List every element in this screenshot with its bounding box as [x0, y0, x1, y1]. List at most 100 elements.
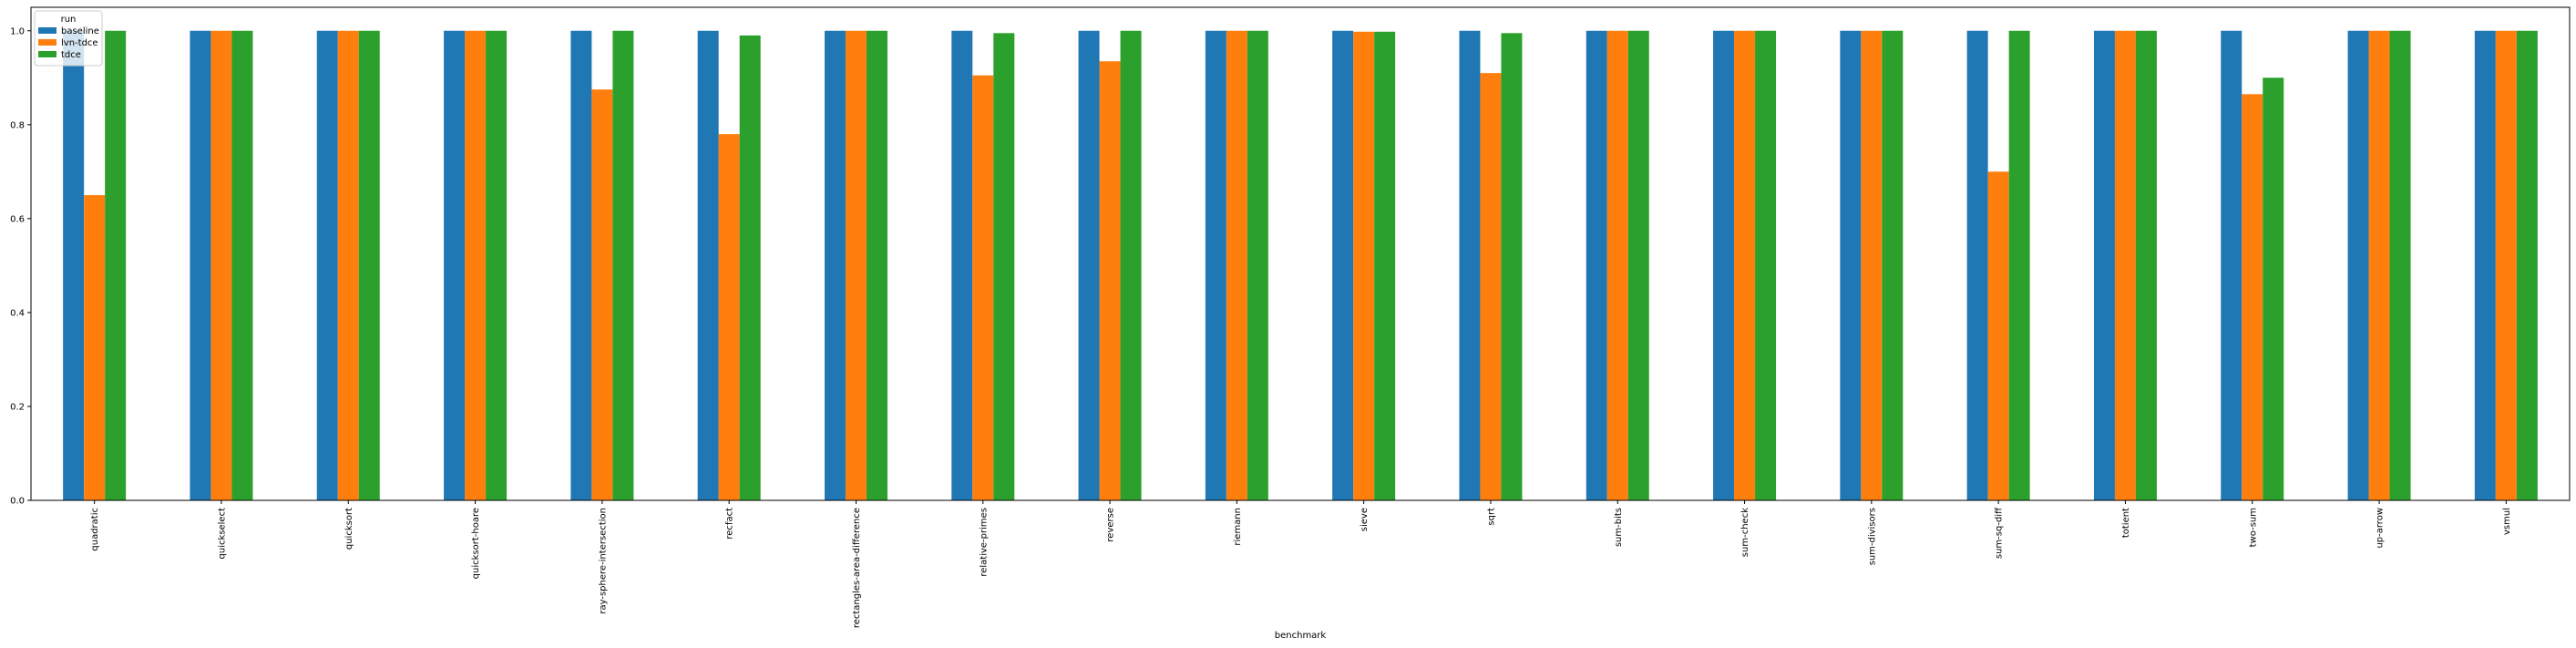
- x-tick-label: sieve: [1360, 508, 1370, 531]
- x-tick-label: sum-sq-diff: [1995, 507, 2005, 559]
- bar-tdce-sum-check: [1755, 30, 1777, 501]
- bar-tdce-riemann: [1247, 30, 1268, 501]
- y-tick-label: 0.0: [10, 497, 25, 507]
- bar-lvn-tdce-two-sum: [2242, 94, 2263, 501]
- bars-group: [63, 30, 2538, 501]
- x-tick-label: relative-primes: [979, 508, 989, 577]
- bar-tdce-sum-bits: [1627, 30, 1649, 501]
- bar-baseline-relative-primes: [951, 30, 973, 501]
- legend-swatch-lvn-tdce: [38, 39, 56, 46]
- bar-baseline-recfact: [697, 30, 719, 501]
- bar-tdce-sqrt: [1501, 33, 1523, 501]
- bar-tdce-two-sum: [2263, 77, 2284, 501]
- x-tick-label: ray-sphere-intersection: [598, 508, 608, 614]
- bar-tdce-vsmul: [2516, 30, 2538, 501]
- x-tick-label: quadratic: [90, 508, 100, 551]
- legend-label-baseline: baseline: [61, 26, 99, 36]
- x-axis-title: benchmark: [1275, 631, 1327, 641]
- x-axis: quadratic quickselect quicksort quicksort-h…: [90, 500, 2512, 628]
- x-tick-label: up-arrow: [2376, 508, 2386, 549]
- legend: run baseline lvn-tdce tdce: [34, 10, 103, 67]
- bar-baseline-sieve: [1332, 30, 1354, 501]
- bar-lvn-tdce-recfact: [718, 134, 740, 500]
- bar-lvn-tdce-reverse: [1099, 61, 1121, 500]
- bar-lvn-tdce-sum-check: [1734, 30, 1756, 501]
- x-tick-label: sum-divisors: [1867, 508, 1877, 565]
- bar-baseline-up-arrow: [2347, 30, 2369, 501]
- bar-tdce-quadratic: [105, 30, 127, 501]
- bar-lvn-tdce-up-arrow: [2368, 30, 2390, 501]
- bar-baseline-riemann: [1205, 30, 1226, 501]
- x-tick-label: quickselect: [217, 508, 227, 560]
- x-tick-label: quicksort: [344, 508, 354, 550]
- bar-tdce-reverse: [1120, 30, 1142, 501]
- bar-tdce-sum-sq-diff: [2008, 30, 2030, 501]
- x-tick-label: riemann: [1233, 508, 1243, 546]
- plot-frame: [30, 6, 2571, 501]
- x-tick-label: reverse: [1106, 508, 1116, 542]
- bar-baseline-rectangles-area-difference: [824, 30, 846, 501]
- bar-lvn-tdce-quickselect: [210, 30, 232, 501]
- bar-lvn-tdce-riemann: [1226, 30, 1247, 501]
- bar-baseline-ray-sphere-intersection: [570, 30, 592, 501]
- bar-tdce-up-arrow: [2389, 30, 2411, 501]
- legend-title: run: [61, 15, 77, 25]
- bar-lvn-tdce-quicksort-hoare: [465, 30, 487, 501]
- bar-lvn-tdce-vsmul: [2495, 30, 2517, 501]
- bar-lvn-tdce-sqrt: [1480, 73, 1502, 500]
- x-tick-label: sqrt: [1486, 508, 1496, 526]
- bar-tdce-quicksort: [358, 30, 380, 501]
- legend-swatch-tdce: [38, 51, 56, 57]
- bar-tdce-relative-primes: [993, 33, 1015, 501]
- x-tick-label: sum-bits: [1614, 508, 1624, 547]
- bar-baseline-sum-bits: [1586, 30, 1607, 501]
- bar-tdce-quickselect: [231, 30, 253, 501]
- bar-tdce-quicksort-hoare: [486, 30, 508, 501]
- x-tick-label: vsmul: [2502, 508, 2512, 535]
- bar-lvn-tdce-sum-bits: [1606, 30, 1628, 501]
- y-tick-label: 0.4: [10, 308, 25, 318]
- bar-lvn-tdce-rectangles-area-difference: [845, 30, 867, 501]
- bar-baseline-two-sum: [2221, 30, 2242, 501]
- legend-label-tdce: tdce: [61, 50, 81, 60]
- y-tick-label: 0.8: [10, 120, 25, 130]
- bar-baseline-sum-divisors: [1840, 30, 1862, 501]
- bar-lvn-tdce-quicksort: [337, 30, 359, 501]
- x-tick-label: rectangles-area-difference: [852, 508, 862, 628]
- bar-baseline-totient: [2093, 30, 2115, 501]
- bar-tdce-sum-divisors: [1882, 30, 1904, 501]
- legend-swatch-baseline: [38, 27, 56, 34]
- x-tick-label: quicksort-hoare: [471, 508, 481, 579]
- bar-baseline-quadratic: [63, 30, 85, 501]
- bar-lvn-tdce-sum-sq-diff: [1987, 171, 2009, 501]
- bar-baseline-sum-sq-diff: [1966, 30, 1988, 501]
- y-tick-label: 1.0: [10, 26, 25, 36]
- bar-baseline-sqrt: [1459, 30, 1481, 501]
- bar-tdce-sieve: [1374, 31, 1396, 501]
- bar-baseline-vsmul: [2474, 30, 2496, 501]
- x-tick-label: recfact: [725, 508, 735, 540]
- x-tick-label: totient: [2121, 508, 2131, 538]
- legend-label-lvn-tdce: lvn-tdce: [61, 38, 98, 48]
- bar-lvn-tdce-relative-primes: [972, 75, 994, 500]
- bar-tdce-rectangles-area-difference: [866, 30, 888, 501]
- bar-tdce-recfact: [739, 35, 761, 501]
- bar-baseline-quicksort: [316, 30, 338, 501]
- bar-tdce-ray-sphere-intersection: [612, 30, 634, 501]
- x-tick-label: two-sum: [2248, 508, 2258, 547]
- y-tick-label: 0.2: [10, 402, 25, 412]
- bar-baseline-reverse: [1078, 30, 1100, 501]
- bar-lvn-tdce-totient: [2114, 30, 2136, 501]
- legend-items: baseline lvn-tdce tdce: [38, 26, 99, 60]
- bar-baseline-quickselect: [190, 30, 211, 501]
- bar-lvn-tdce-sum-divisors: [1861, 30, 1883, 501]
- bar-baseline-quicksort-hoare: [444, 30, 466, 501]
- bar-lvn-tdce-sieve: [1353, 31, 1375, 501]
- bar-lvn-tdce-ray-sphere-intersection: [591, 89, 613, 501]
- bar-baseline-sum-check: [1713, 30, 1735, 501]
- y-axis: 0.0 0.2 0.4 0.6 0.8 1.0: [10, 26, 31, 507]
- y-tick-label: 0.6: [10, 214, 25, 224]
- bar-tdce-totient: [2135, 30, 2157, 501]
- x-tick-label: sum-check: [1740, 508, 1750, 557]
